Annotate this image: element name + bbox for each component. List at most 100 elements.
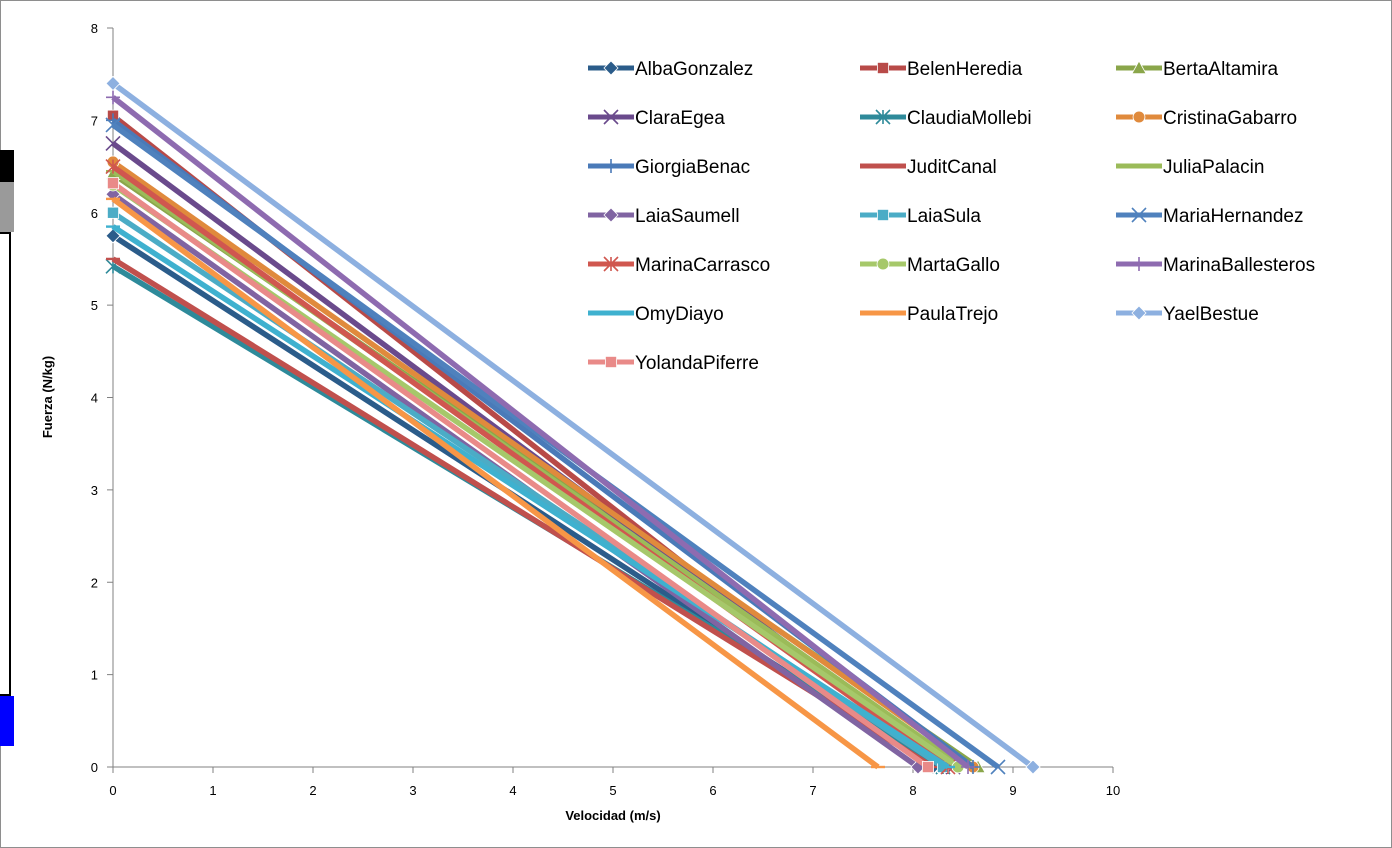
y-tick-label: 6	[91, 206, 98, 221]
series-YolandaPiferre	[107, 177, 935, 774]
legend-item: ClaudiaMollebi	[860, 108, 1032, 129]
legend-label: PaulaTrejo	[907, 304, 998, 325]
legend-label: LaiaSula	[907, 206, 981, 227]
x-tick-label: 3	[409, 783, 416, 798]
series-line	[111, 81, 1035, 770]
x-tick-label: 1	[209, 783, 216, 798]
x-axis-title: Velocidad (m/s)	[565, 808, 660, 823]
y-tick-label: 3	[91, 483, 98, 498]
x-tick-label: 7	[809, 783, 816, 798]
y-tick-label: 1	[91, 668, 98, 683]
y-tick-label: 0	[91, 760, 98, 775]
legend-label: MarinaCarrasco	[635, 255, 770, 276]
legend-label: LaiaSaumell	[635, 206, 740, 227]
series-marker	[107, 177, 120, 190]
series-marker	[877, 208, 890, 221]
legend-item: AlbaGonzalez	[588, 59, 753, 80]
series-MarinaCarrasco	[105, 158, 956, 775]
legend-label: MartaGallo	[907, 255, 1000, 276]
series-marker	[105, 75, 121, 91]
series-marker	[105, 158, 121, 175]
chart-legend: AlbaGonzalez BelenHeredia BertaAltamira Cla…	[588, 59, 1315, 374]
legend-item: OmyDiayo	[588, 304, 724, 325]
legend-item: MariaHernandez	[1116, 206, 1303, 227]
y-axis-title: Fuerza (N/kg)	[40, 356, 55, 438]
side-black-strip	[0, 150, 14, 182]
y-tick-label: 4	[91, 391, 98, 406]
side-outline-panel	[0, 232, 11, 696]
legend-item: BertaAltamira	[1116, 59, 1279, 80]
series-PaulaTrejo	[106, 196, 885, 770]
legend-label: YolandaPiferre	[635, 353, 759, 374]
series-marker	[105, 135, 121, 152]
legend-label: MariaHernandez	[1163, 206, 1303, 227]
legend-item: LaiaSula	[860, 206, 981, 227]
x-tick-label: 2	[309, 783, 316, 798]
series-marker	[1131, 305, 1147, 321]
series-line	[111, 95, 970, 770]
side-gray-strip	[0, 182, 14, 232]
y-tick-label: 7	[91, 113, 98, 128]
legend-label: BertaAltamira	[1163, 59, 1279, 80]
x-tick-label: 5	[609, 783, 616, 798]
x-tick-label: 0	[109, 783, 116, 798]
series-marker	[1131, 60, 1147, 74]
series-marker	[605, 355, 618, 368]
series-layer	[105, 75, 1041, 775]
series-marker	[1132, 257, 1146, 271]
y-tick-label: 5	[91, 298, 98, 313]
series-marker	[105, 228, 121, 244]
series-marker	[604, 159, 618, 173]
chart-axes: 0 1 2 3 4 5 6 7 8 9 10 0 1 2 3 4 5 6 7 8	[91, 21, 1120, 798]
series-marker	[603, 109, 619, 125]
legend-label: ClaudiaMollebi	[907, 108, 1032, 129]
legend-label: MarinaBallesteros	[1163, 255, 1315, 276]
legend-label: GiorgiaBenac	[635, 157, 750, 178]
legend-label: BelenHeredia	[907, 59, 1023, 80]
legend-label: OmyDiayo	[635, 304, 724, 325]
series-marker	[1025, 759, 1041, 775]
legend-item: MarinaBallesteros	[1116, 255, 1315, 276]
legend-label: JuditCanal	[907, 157, 997, 178]
series-CristinaGabarro	[106, 155, 980, 774]
series-marker	[877, 62, 890, 75]
legend-item: MarinaCarrasco	[588, 255, 770, 276]
series-marker	[603, 60, 619, 76]
x-tick-label: 10	[1106, 783, 1120, 798]
legend-item: ClaraEgea	[588, 108, 725, 129]
side-blue-strip	[0, 696, 14, 746]
series-marker	[603, 207, 619, 223]
legend-item: GiorgiaBenac	[588, 157, 750, 178]
y-tick-label: 8	[91, 21, 98, 36]
legend-item: YaelBestue	[1116, 304, 1259, 325]
series-marker	[106, 90, 120, 105]
legend-label: JuliaPalacin	[1163, 157, 1264, 178]
y-tick-label: 2	[91, 575, 98, 590]
legend-label: ClaraEgea	[635, 108, 725, 129]
x-tick-label: 9	[1009, 783, 1016, 798]
series-marker	[603, 256, 619, 272]
series-marker	[990, 759, 1006, 775]
x-tick-label: 6	[709, 783, 716, 798]
series-OmyDiayo	[106, 224, 955, 770]
x-tick-label: 4	[509, 783, 516, 798]
series-marker	[1131, 207, 1147, 223]
series-marker	[961, 760, 975, 774]
series-YaelBestue	[105, 75, 1041, 775]
legend-label: CristinaGabarro	[1163, 108, 1297, 129]
series-marker	[875, 109, 891, 125]
legend-item: BelenHeredia	[860, 59, 1023, 80]
legend-item: PaulaTrejo	[860, 304, 998, 325]
series-line	[111, 180, 930, 770]
series-line	[111, 196, 880, 770]
legend-item: YolandaPiferre	[588, 353, 759, 374]
legend-item: LaiaSaumell	[588, 206, 740, 227]
legend-item: MartaGallo	[860, 255, 1000, 276]
series-marker	[105, 117, 121, 133]
legend-item: JuliaPalacin	[1116, 157, 1264, 178]
legend-item: JuditCanal	[860, 157, 997, 178]
series-MarinaBallesteros	[106, 90, 975, 774]
series-line	[111, 159, 975, 770]
series-marker	[107, 206, 120, 219]
